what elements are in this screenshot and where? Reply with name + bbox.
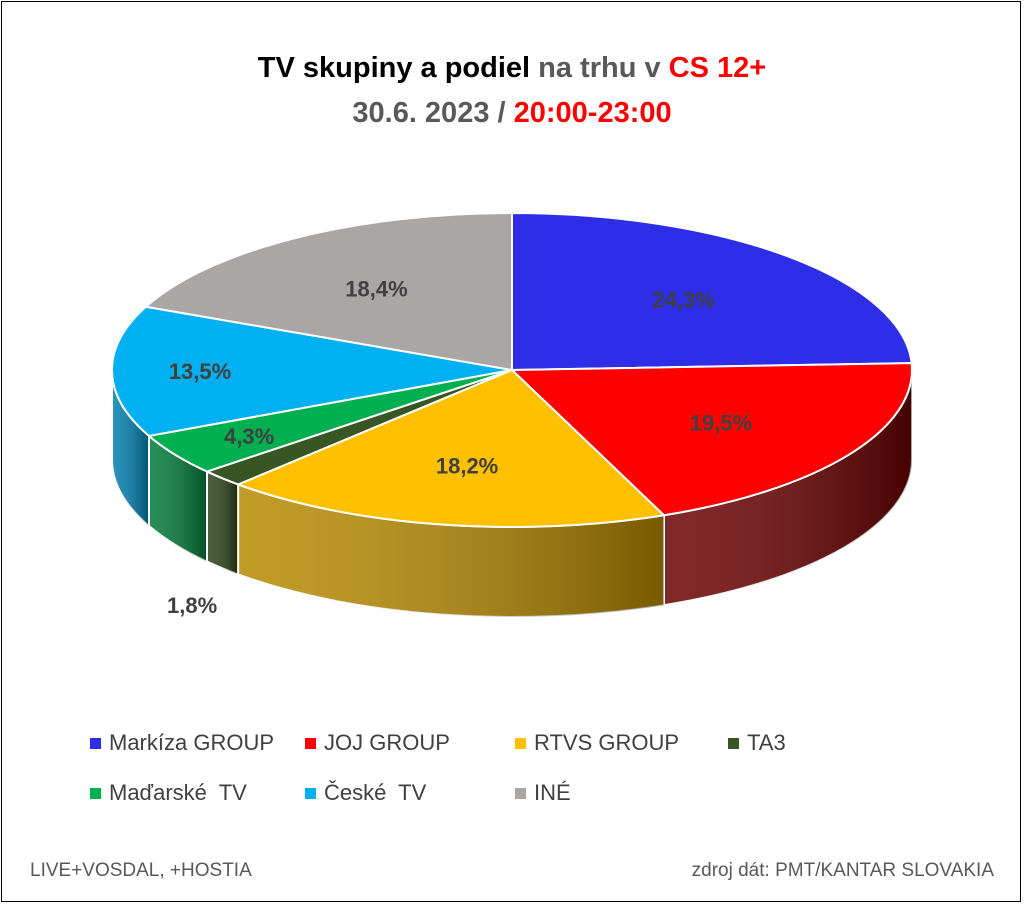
legend-label: Maďarské TV: [109, 780, 247, 805]
data-label-joj: 19,5%: [690, 410, 752, 435]
legend-swatch: [305, 787, 316, 799]
legend-swatch: [305, 737, 316, 749]
legend-item-ine: INÉ: [515, 780, 571, 806]
pie-side-shade-ceske: [112, 370, 150, 526]
title-part-date: 30.6. 2023 /: [352, 97, 514, 129]
legend-item-madarske: Maďarské TV: [90, 780, 247, 806]
pie-slice-ine: [144, 212, 513, 371]
pie-sides: [111, 369, 913, 618]
pie-data-labels: 24,3% 19,5% 18,2% 1,8% 4,3% 13,5% 18,4%: [167, 276, 752, 618]
data-label-rtvs: 18,2%: [436, 454, 498, 479]
chart-title-line1: TV skupiny a podiel na trhu v CS 12+: [0, 52, 1024, 85]
data-label-ta3: 1,8%: [167, 593, 217, 618]
legend-swatch: [90, 787, 101, 799]
chart-title-line2: 30.6. 2023 / 20:00-23:00: [0, 97, 1024, 130]
pie-slice-rtvs: [237, 369, 665, 528]
footer-source: zdroj dát: PMT/KANTAR SLOVAKIA: [691, 860, 994, 881]
legend-item-ta3: TA3: [728, 730, 786, 756]
legend-swatch: [515, 737, 526, 749]
pie-side-shade-ta3: [207, 471, 239, 575]
footer-left-note: LIVE+VOSDAL, +HOSTIA: [30, 860, 252, 881]
legend-label: RTVS GROUP: [534, 730, 680, 755]
pie-side-shade-madarske: [149, 435, 208, 562]
legend-label: Markíza GROUP: [109, 730, 275, 755]
data-label-madarske: 4,3%: [224, 424, 274, 449]
legend-label: JOJ GROUP: [324, 730, 450, 755]
pie-slices: [111, 212, 913, 528]
legend-item-markiza: Markíza GROUP: [90, 730, 274, 756]
legend-swatch: [728, 737, 739, 749]
pie-slice-markiza: [511, 212, 913, 371]
pie-side-shade-joj: [663, 370, 912, 606]
pie-slice-joj: [511, 362, 913, 517]
legend-swatch: [515, 787, 526, 799]
legend-swatch: [90, 737, 101, 749]
data-label-ine: 18,4%: [345, 276, 407, 301]
pie-slice-ceske: [111, 305, 513, 437]
data-label-ceske: 13,5%: [169, 359, 231, 384]
title-part-groups: TV skupiny a podiel: [257, 52, 531, 84]
legend-label: TA3: [747, 730, 786, 755]
legend-item-ceske: České TV: [305, 780, 426, 806]
pie-side-shade-rtvs: [238, 484, 664, 618]
legend-label: INÉ: [534, 780, 571, 805]
title-part-time: 20:00-23:00: [513, 97, 672, 129]
legend-label: České TV: [324, 780, 427, 805]
title-part-target: CS 12+: [668, 52, 767, 84]
legend-item-joj: JOJ GROUP: [305, 730, 450, 756]
data-label-markiza: 24,3%: [652, 288, 714, 313]
legend-item-rtvs: RTVS GROUP: [515, 730, 679, 756]
title-part-market: na trhu v: [530, 52, 669, 84]
